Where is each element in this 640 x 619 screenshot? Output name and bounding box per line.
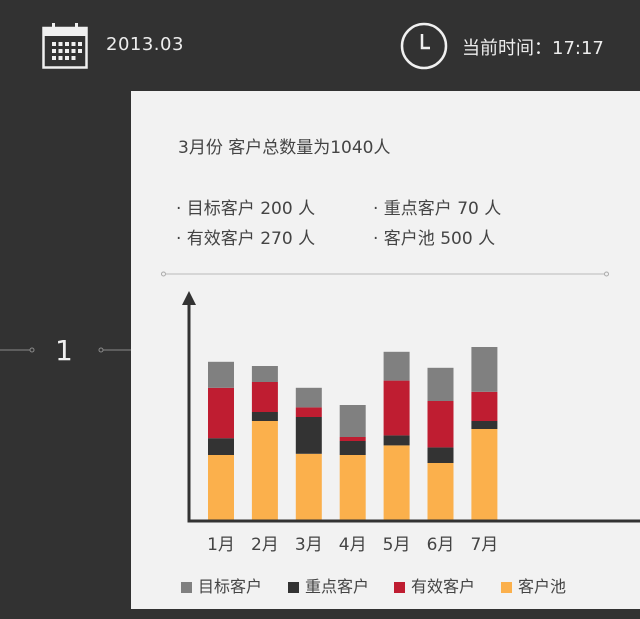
legend-swatch-valid — [394, 582, 405, 593]
bar-target-7 — [471, 347, 498, 392]
legend-swatch-key — [288, 582, 299, 593]
legend-label-key: 重点客户 — [305, 577, 370, 596]
bar-pool-4 — [339, 455, 366, 521]
current-date: 2013.03 — [106, 34, 184, 55]
x-labels-group: 1月 2月 3月 4月 5月 6月 7月 — [207, 535, 498, 555]
y-axis-arrow — [182, 291, 196, 305]
x-tick-label-6: 6月 — [427, 535, 455, 555]
bar-pool-3 — [295, 453, 322, 521]
divider-line — [161, 271, 609, 277]
category-pool-count: · 客户池 500 人 — [373, 229, 496, 249]
bar-pool-1 — [208, 455, 234, 521]
bar-pool-5 — [383, 445, 410, 521]
bar-key-7 — [471, 421, 498, 429]
bar-pool-6 — [427, 463, 454, 521]
bar-valid-6 — [427, 401, 454, 448]
legend-label-target: 目标客户 — [198, 577, 263, 596]
legend-swatch-pool — [501, 582, 512, 593]
bar-pool-7 — [471, 429, 498, 521]
legend-target: 目标客户 — [181, 573, 262, 597]
bar-key-6 — [427, 447, 454, 463]
x-tick-label-7: 7月 — [470, 535, 498, 555]
bar-target-2 — [251, 366, 278, 382]
content-panel: 3月份 客户总数量为1040人 · 目标客户 200 人 · 重点客户 70 人… — [131, 91, 640, 609]
legend-valid: 有效客户 — [394, 573, 475, 597]
legend-label-valid: 有效客户 — [411, 577, 476, 596]
clock-icon — [400, 22, 448, 70]
legend-label-pool: 客户池 — [518, 577, 567, 596]
x-tick-label-2: 2月 — [251, 535, 279, 555]
calendar-icon — [42, 23, 88, 69]
customer-bar-chart: 1月 2月 3月 4月 5月 6月 7月 — [182, 291, 640, 555]
bar-target-1 — [208, 361, 234, 388]
page-number: 1 — [55, 334, 73, 367]
summary-text: 3月份 客户总数量为1040人 — [178, 138, 391, 158]
legend-key: 重点客户 — [288, 573, 369, 597]
bar-key-3 — [295, 417, 322, 454]
bar-valid-3 — [295, 407, 322, 417]
bar-target-6 — [427, 367, 454, 401]
bar-target-5 — [383, 351, 410, 381]
bar-target-3 — [295, 387, 322, 408]
legend-pool: 客户池 — [501, 573, 566, 597]
bar-key-1 — [208, 438, 234, 455]
current-time: 当前时间：17:17 — [462, 38, 604, 59]
bar-valid-4 — [339, 437, 366, 441]
bar-pool-2 — [251, 421, 278, 521]
x-tick-label-1: 1月 — [207, 535, 235, 555]
bar-valid-1 — [208, 387, 234, 439]
category-valid-count: · 有效客户 270 人 — [176, 229, 316, 249]
bar-key-2 — [251, 412, 278, 421]
legend-swatch-target — [181, 582, 192, 593]
category-target-count: · 目标客户 200 人 — [176, 199, 316, 219]
x-tick-label-5: 5月 — [383, 535, 411, 555]
bars-group — [208, 347, 498, 521]
bar-key-4 — [339, 441, 366, 455]
bar-target-4 — [339, 405, 366, 437]
top-bar: 2013.03 当前时间：17:17 — [0, 0, 640, 90]
bar-valid-2 — [251, 382, 278, 412]
bar-key-5 — [383, 435, 410, 446]
x-tick-label-3: 3月 — [295, 535, 323, 555]
category-key-count: · 重点客户 70 人 — [373, 199, 502, 219]
bar-valid-7 — [471, 391, 498, 421]
x-tick-label-4: 4月 — [339, 535, 367, 555]
bar-valid-5 — [383, 380, 410, 436]
